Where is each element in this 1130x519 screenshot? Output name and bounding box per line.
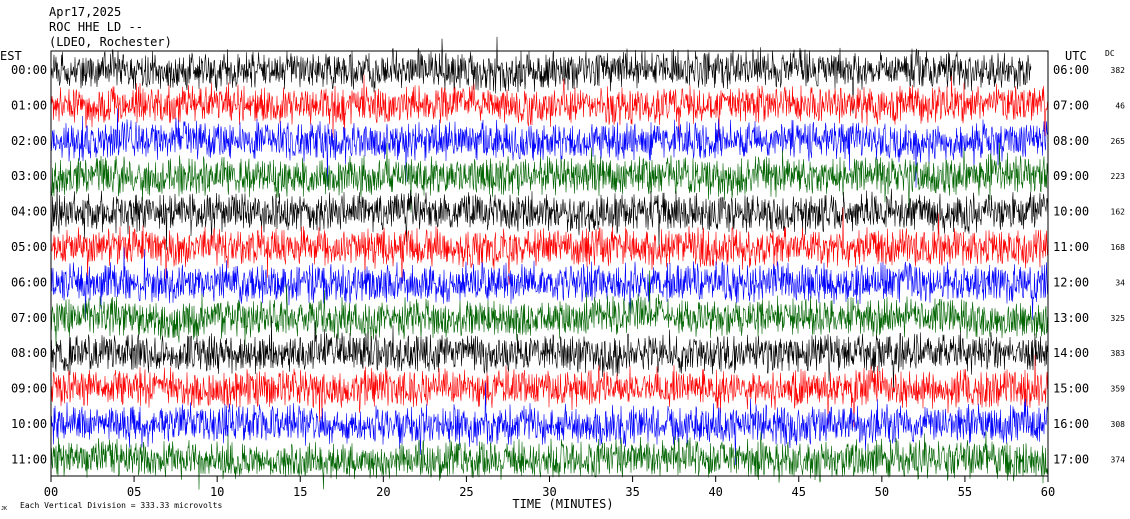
est-hour-label: 07:00 (11, 311, 47, 325)
utc-hour-label: 10:00 (1053, 205, 1089, 219)
est-hour-label: 03:00 (11, 169, 47, 183)
seismic-trace-1 (50, 36, 1032, 114)
dc-offset-label: 374 (1111, 455, 1126, 464)
est-hour-label: 01:00 (11, 98, 47, 112)
x-tick-label: 35 (625, 485, 639, 499)
seismic-trace-6 (50, 207, 1049, 291)
utc-hour-label: 09:00 (1053, 169, 1089, 183)
seismic-trace-12 (50, 431, 1049, 490)
scale-note: Each Vertical Division = 333.33 microvol… (20, 501, 222, 510)
est-axis-title: EST (0, 49, 22, 63)
header-date: Apr17,2025 (49, 5, 121, 19)
seismic-trace-2 (50, 74, 1049, 138)
dc-offset-label: 34 (1115, 278, 1125, 287)
x-tick-label: 60 (1041, 485, 1055, 499)
seismic-trace-11 (50, 382, 1049, 466)
est-hour-label: 11:00 (11, 452, 47, 466)
dc-offset-label: 265 (1111, 137, 1126, 146)
dc-column-title: DC (1105, 49, 1115, 58)
dc-offset-label: 359 (1111, 385, 1126, 394)
x-tick-label: 15 (293, 485, 307, 499)
dc-offset-label: 162 (1111, 208, 1126, 217)
dc-column: 382 46 265 223 162 168 34 325 383 359 308 374 (1111, 66, 1126, 464)
est-hour-label: 04:00 (11, 205, 47, 219)
est-hour-label: 05:00 (11, 240, 47, 254)
x-tick-label: 00 (44, 485, 58, 499)
est-hour-label: 00:00 (11, 63, 47, 77)
utc-hour-label: 17:00 (1053, 452, 1089, 466)
seismic-trace-7 (50, 247, 1049, 321)
seismic-trace-9 (50, 315, 1049, 393)
est-hour-label: 09:00 (11, 382, 47, 396)
utc-hour-label: 06:00 (1053, 63, 1089, 77)
utc-hour-label: 07:00 (1053, 98, 1089, 112)
utc-hour-label: 11:00 (1053, 240, 1089, 254)
utc-axis-title: UTC (1065, 49, 1087, 63)
utc-hour-label: 12:00 (1053, 275, 1089, 289)
x-tick-label: 10 (210, 485, 224, 499)
x-tick-label: 55 (958, 485, 972, 499)
dc-offset-label: 325 (1111, 314, 1126, 323)
dc-offset-label: 383 (1111, 349, 1126, 358)
utc-hour-label: 14:00 (1053, 346, 1089, 360)
seismic-trace-10 (50, 354, 1049, 428)
seismic-trace-3 (50, 108, 1049, 188)
x-axis: 00 05 10 15 20 25 30 35 40 45 50 55 60 (44, 476, 1055, 499)
dc-offset-label: 168 (1111, 243, 1126, 252)
x-tick-label: 25 (459, 485, 473, 499)
utc-hour-label: 08:00 (1053, 134, 1089, 148)
x-tick-label: 30 (542, 485, 556, 499)
utc-hour-label: 16:00 (1053, 417, 1089, 431)
dc-offset-label: 308 (1111, 420, 1126, 429)
seismic-trace-4 (50, 142, 1049, 213)
est-hour-label: 02:00 (11, 134, 47, 148)
dc-offset-label: 223 (1111, 172, 1126, 181)
utc-axis: 06:00 07:00 08:00 09:00 10:00 11:00 12:00 13:00… (1053, 63, 1089, 466)
est-hour-label: 10:00 (11, 417, 47, 431)
utc-hour-label: 15:00 (1053, 382, 1089, 396)
est-hour-label: 08:00 (11, 346, 47, 360)
est-hour-label: 06:00 (11, 275, 47, 289)
utc-hour-label: 13:00 (1053, 311, 1089, 325)
header-station: ROC HHE LD -- (49, 20, 143, 34)
corner-mark: JK (1, 506, 7, 512)
dc-offset-label: 382 (1111, 66, 1126, 75)
dc-offset-label: 46 (1115, 101, 1125, 110)
seismic-trace-8 (50, 270, 1049, 347)
x-tick-label: 40 (708, 485, 722, 499)
x-tick-label: 50 (875, 485, 889, 499)
x-tick-label: 05 (127, 485, 141, 499)
seismic-trace-5 (50, 185, 1049, 251)
x-tick-label: 20 (376, 485, 390, 499)
header-network: (LDEO, Rochester) (49, 35, 172, 49)
x-tick-label: 45 (792, 485, 806, 499)
x-axis-title: TIME (MINUTES) (512, 497, 613, 511)
trace-layer (50, 36, 1049, 490)
est-axis: 00:00 01:00 02:00 03:00 04:00 05:00 06:00 07:00… (11, 63, 47, 466)
